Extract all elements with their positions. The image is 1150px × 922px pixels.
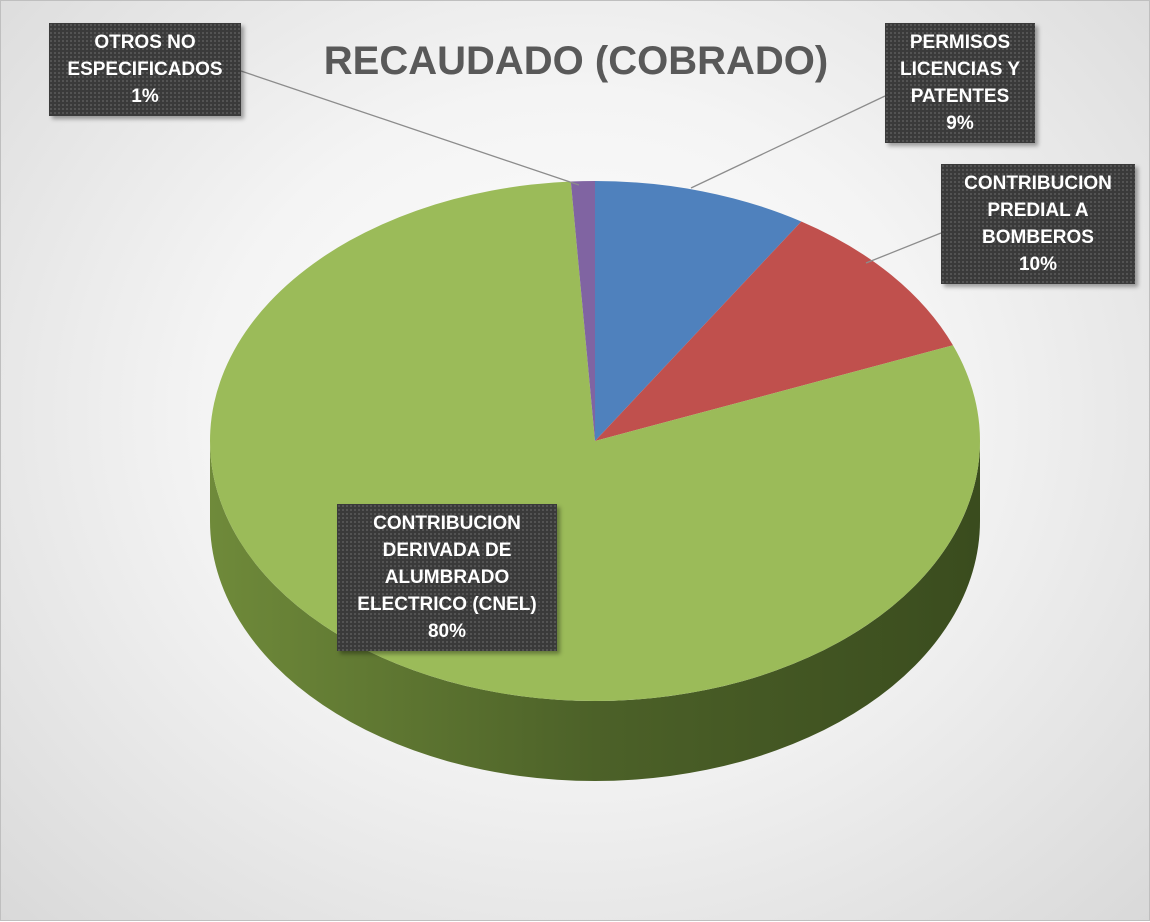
value-label: 1%	[131, 86, 159, 107]
data-label: CONTRIBUCION DERIVADA DE ALUMBRADO ELECT…	[337, 504, 557, 651]
value-label: 9%	[946, 113, 974, 134]
chart-title: RECAUDADO (COBRADO)	[323, 39, 829, 83]
category-name: OTROS NO ESPECIFICADOS	[67, 32, 223, 80]
pie-slice	[570, 181, 595, 441]
pie-slice	[595, 181, 802, 441]
category-name: PERMISOS LICENCIAS Y PATENTES	[899, 32, 1020, 107]
leader-line	[690, 95, 886, 189]
leader-line	[865, 232, 942, 264]
leader-line	[240, 70, 580, 186]
data-label: OTROS NO ESPECIFICADOS 1%	[49, 23, 241, 116]
data-label: PERMISOS LICENCIAS Y PATENTES 9%	[885, 23, 1035, 143]
data-label: CONTRIBUCION PREDIAL A BOMBEROS 10%	[941, 164, 1135, 284]
category-name: CONTRIBUCION PREDIAL A BOMBEROS	[964, 173, 1112, 248]
pie-slice	[595, 221, 953, 441]
value-label: 80%	[427, 621, 467, 642]
value-label: 10%	[1018, 254, 1058, 275]
category-name: CONTRIBUCION DERIVADA DE ALUMBRADO ELECT…	[357, 513, 537, 615]
pie-side	[210, 441, 980, 781]
